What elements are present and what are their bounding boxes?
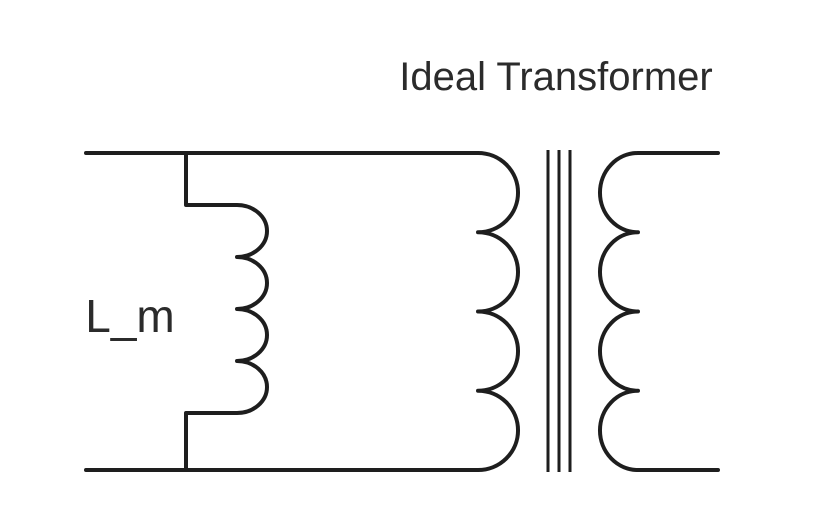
magnetizing-inductor <box>184 151 269 472</box>
magnetizing-inductance-label: L_m <box>85 290 174 342</box>
secondary-winding <box>597 151 720 472</box>
ideal-transformer-label: Ideal Transformer <box>399 55 712 99</box>
primary-winding <box>476 151 521 472</box>
